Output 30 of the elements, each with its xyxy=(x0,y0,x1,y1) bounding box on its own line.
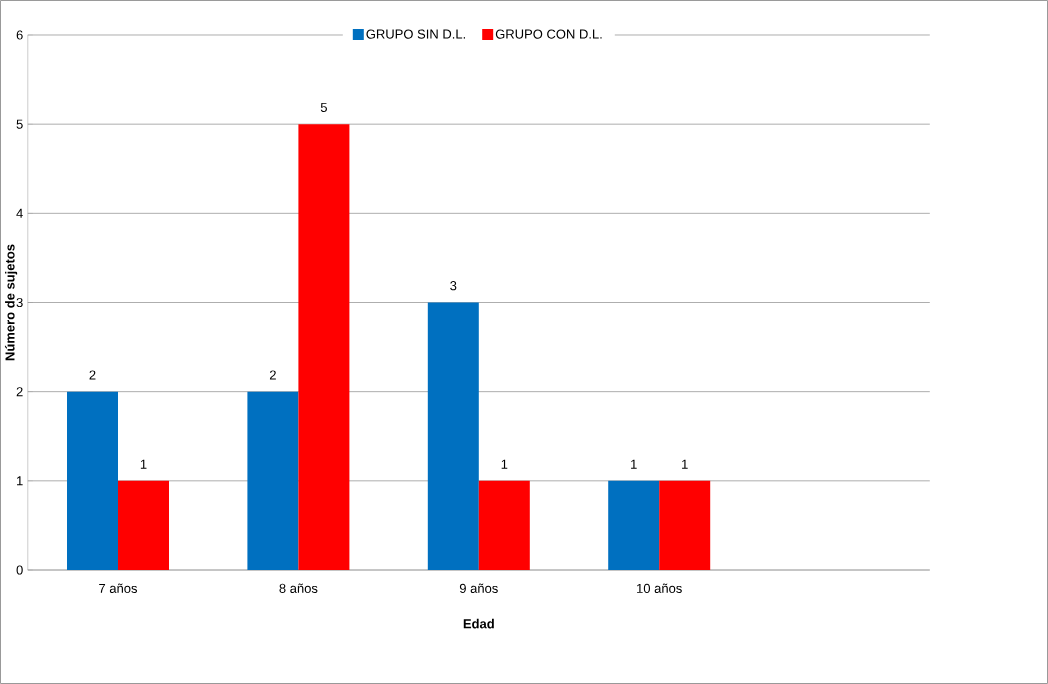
y-tick-label: 6 xyxy=(16,30,23,40)
bar xyxy=(118,480,169,570)
data-label: 1 xyxy=(501,459,508,469)
data-label: 5 xyxy=(320,102,327,112)
y-tick-label: 2 xyxy=(16,387,23,397)
y-tick-label: 5 xyxy=(16,119,23,129)
data-label: 2 xyxy=(269,370,276,380)
bar xyxy=(608,480,660,570)
data-label: 1 xyxy=(682,459,688,469)
x-tick-label: 9 años xyxy=(459,583,498,593)
y-tick-label: 4 xyxy=(16,208,23,218)
data-label: 1 xyxy=(140,459,147,469)
bar xyxy=(298,124,350,570)
legend-label: GRUPO SIN D.L. xyxy=(366,29,465,39)
x-tick-label: 7 años xyxy=(99,583,138,593)
bar xyxy=(659,480,711,570)
x-tick-label: 8 años xyxy=(279,583,318,593)
bar xyxy=(247,391,299,570)
x-axis-title: Edad xyxy=(463,618,494,629)
data-label: 2 xyxy=(89,370,96,380)
y-tick-label: 3 xyxy=(16,297,23,308)
bar xyxy=(427,302,479,570)
y-tick-label: 1 xyxy=(17,476,23,486)
data-label: 1 xyxy=(631,459,637,469)
bar xyxy=(478,480,530,570)
legend-label: GRUPO CON D.L. xyxy=(495,29,602,39)
y-tick-label: 0 xyxy=(16,565,23,575)
bar xyxy=(67,391,118,570)
data-label: 3 xyxy=(450,281,457,291)
x-tick-label: 10 años xyxy=(637,583,682,593)
